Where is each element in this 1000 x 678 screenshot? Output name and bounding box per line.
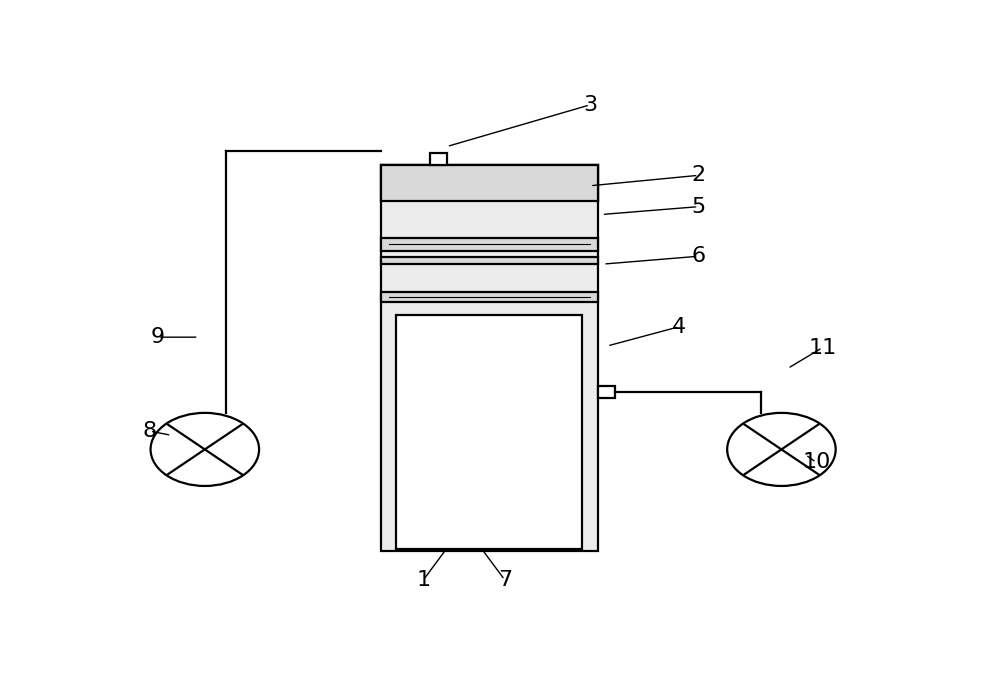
Text: 11: 11 [808, 338, 837, 357]
Text: 2: 2 [691, 165, 706, 185]
Bar [381, 165, 598, 551]
Circle shape [151, 413, 259, 486]
Bar [381, 165, 598, 201]
Text: 6: 6 [691, 246, 706, 266]
Text: 4: 4 [672, 317, 686, 337]
Text: 9: 9 [150, 327, 165, 347]
Text: 5: 5 [691, 197, 706, 217]
Bar [381, 292, 598, 302]
Text: 10: 10 [802, 452, 830, 473]
Text: 1: 1 [416, 570, 430, 590]
Bar [396, 315, 582, 549]
Bar [381, 165, 598, 201]
Bar [598, 386, 615, 398]
Circle shape [727, 413, 836, 486]
Text: 8: 8 [143, 421, 157, 441]
Bar [381, 238, 598, 251]
Text: 3: 3 [583, 95, 597, 115]
Bar [430, 153, 447, 165]
Bar [381, 257, 598, 264]
Text: 7: 7 [498, 570, 512, 590]
